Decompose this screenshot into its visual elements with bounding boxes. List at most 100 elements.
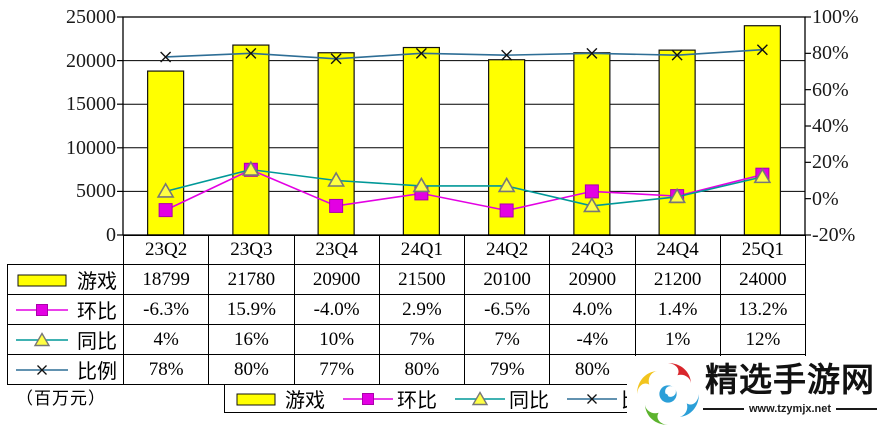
series-row-header: 环比 bbox=[7, 294, 124, 325]
line-key-icon bbox=[16, 303, 68, 316]
tongbi-marker bbox=[753, 167, 772, 184]
table-cell: 78% bbox=[122, 354, 210, 385]
series-name: 游戏 bbox=[77, 271, 117, 293]
huanbi-line bbox=[165, 168, 763, 212]
dash-right bbox=[836, 408, 878, 410]
revenue-bar bbox=[232, 44, 270, 236]
chart-plot bbox=[117, 16, 811, 236]
revenue-bar bbox=[658, 49, 696, 236]
watermark-logo-icon bbox=[637, 363, 699, 425]
table-cell: 80% bbox=[549, 354, 636, 385]
line-key-icon bbox=[16, 364, 68, 375]
left-axis-tick-label: 0 bbox=[106, 224, 116, 246]
table-cell: 80% bbox=[208, 354, 295, 385]
legend-label: 环比 bbox=[397, 390, 437, 412]
line-key-icon bbox=[343, 392, 393, 405]
right-axis-tick-label: 20% bbox=[812, 151, 849, 174]
huanbi-marker bbox=[329, 198, 344, 213]
table-cell: 7% bbox=[378, 324, 466, 355]
category-label: 23Q3 bbox=[208, 235, 295, 265]
legend-item-tongbi: 同比 bbox=[455, 384, 549, 413]
tongbi-marker bbox=[156, 182, 175, 198]
revenue-bar bbox=[402, 46, 440, 236]
category-label: 23Q4 bbox=[293, 235, 380, 265]
revenue-bar bbox=[743, 25, 781, 236]
table-cell: -6.3% bbox=[122, 294, 210, 325]
bili-line bbox=[165, 48, 763, 60]
table-cell: 4.0% bbox=[549, 294, 636, 325]
right-axis-tick-label: 100% bbox=[812, 6, 859, 28]
unit-label: （百万元） bbox=[16, 389, 106, 408]
legend-item-youxi: 游戏 bbox=[235, 384, 325, 413]
table-cell: 21500 bbox=[378, 264, 466, 295]
line-key-icon bbox=[16, 331, 68, 346]
huanbi-marker bbox=[499, 203, 514, 218]
table-cell: 21200 bbox=[634, 264, 721, 295]
table-cell: -4% bbox=[549, 324, 636, 355]
series-row-header: 同比 bbox=[7, 324, 124, 355]
table-cell: 16% bbox=[208, 324, 295, 355]
series-row-header: 游戏 bbox=[7, 264, 124, 295]
table-cell: -4.0% bbox=[293, 294, 380, 325]
bar-key-icon bbox=[17, 274, 67, 286]
category-label: 23Q2 bbox=[122, 235, 210, 265]
left-axis-tick-label: 5000 bbox=[76, 180, 116, 203]
left-axis-tick-label: 15000 bbox=[66, 93, 116, 116]
bili-marker bbox=[756, 44, 768, 56]
tongbi-marker bbox=[668, 187, 687, 204]
watermark-site-url: www.tzymjx.net bbox=[748, 403, 832, 415]
right-axis-tick-label: 40% bbox=[812, 115, 849, 137]
table-cell: 1.4% bbox=[634, 294, 721, 325]
category-label: 24Q4 bbox=[634, 235, 721, 265]
line-key-icon bbox=[455, 390, 505, 405]
table-cell: 13.2% bbox=[719, 294, 807, 325]
huanbi-marker bbox=[158, 203, 173, 218]
table-corner-blank bbox=[8, 236, 124, 265]
table-cell: 18799 bbox=[122, 264, 210, 295]
tongbi-marker bbox=[497, 176, 516, 193]
series-name: 同比 bbox=[77, 331, 117, 353]
bili-marker bbox=[671, 49, 683, 61]
category-label: 24Q3 bbox=[549, 235, 636, 265]
right-axis-tick-label: 0% bbox=[812, 187, 839, 210]
table-cell: 77% bbox=[293, 354, 380, 385]
dash-left bbox=[703, 408, 744, 410]
left-axis-tick-label: 25000 bbox=[66, 6, 116, 28]
bili-marker bbox=[330, 53, 342, 65]
legend-label: 游戏 bbox=[285, 390, 325, 412]
bili-marker bbox=[245, 47, 257, 59]
table-cell: 10% bbox=[293, 324, 380, 355]
watermark-site-name: 精选手游网 bbox=[705, 361, 875, 398]
tongbi-marker bbox=[582, 196, 601, 213]
table-cell: 20900 bbox=[293, 264, 380, 295]
bili-marker bbox=[415, 47, 427, 59]
left-axis-tick-label: 20000 bbox=[66, 49, 116, 72]
category-label: 25Q1 bbox=[719, 235, 807, 265]
table-cell: 79% bbox=[463, 354, 551, 385]
left-axis-tick-label: 10000 bbox=[66, 136, 116, 159]
table-cell: 2.9% bbox=[378, 294, 466, 325]
table-cell: 7% bbox=[463, 324, 551, 355]
bili-marker bbox=[501, 49, 513, 61]
tongbi-marker bbox=[241, 160, 260, 176]
bili-marker bbox=[586, 47, 598, 59]
series-name: 环比 bbox=[77, 301, 117, 323]
category-label: 24Q1 bbox=[378, 235, 466, 265]
table-cell: 80% bbox=[378, 354, 466, 385]
table-cell: 20100 bbox=[463, 264, 551, 295]
tongbi-marker bbox=[327, 171, 346, 187]
watermark: 精选手游网 www.tzymjx.net bbox=[627, 356, 882, 432]
legend-item-huanbi: 环比 bbox=[343, 384, 437, 413]
right-axis-tick-label: -20% bbox=[812, 224, 856, 246]
bili-marker bbox=[160, 51, 172, 63]
tongbi-line bbox=[165, 168, 763, 207]
line-key-icon bbox=[567, 393, 617, 404]
table-cell: 24000 bbox=[719, 264, 807, 295]
right-axis-tick-label: 60% bbox=[812, 78, 849, 101]
table-cell: 21780 bbox=[208, 264, 295, 295]
bar-key-icon bbox=[236, 393, 276, 405]
legend-label: 同比 bbox=[509, 390, 549, 412]
series-name: 比例 bbox=[77, 361, 117, 383]
table-cell: 12% bbox=[719, 324, 807, 355]
series-row-header: 比例 bbox=[7, 354, 124, 385]
